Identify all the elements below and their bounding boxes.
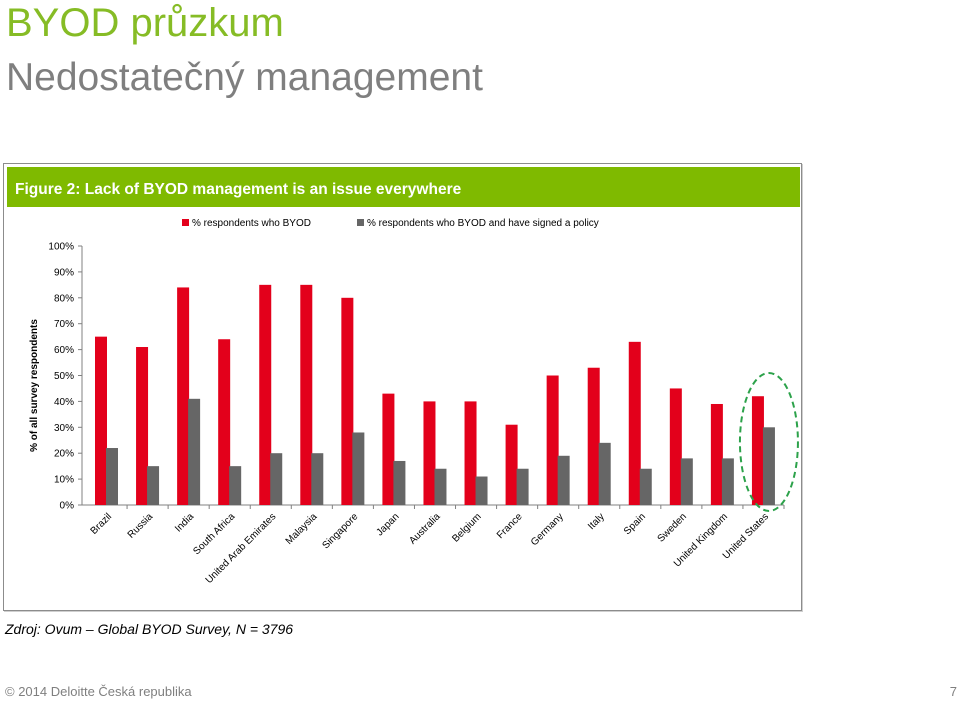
x-tick-label: Germany	[529, 511, 566, 548]
bar-byod	[423, 401, 436, 505]
x-tick-label: Japan	[374, 511, 401, 538]
bar-policy	[516, 468, 529, 505]
legend-swatch-2	[357, 219, 364, 226]
y-axis-title: % of all survey respondents	[29, 319, 40, 452]
x-tick-label: Sweden	[656, 511, 689, 544]
bar-byod	[259, 284, 272, 505]
x-tick-label: Belgium	[450, 511, 483, 544]
x-tick-label: Italy	[586, 511, 607, 532]
highlight-ellipse	[738, 372, 799, 512]
figure-title: Figure 2: Lack of BYOD management is an …	[15, 181, 462, 198]
source-note: Zdroj: Ovum – Global BYOD Survey, N = 37…	[5, 621, 294, 637]
x-tick-label: Singapore	[320, 511, 360, 551]
bar-policy	[229, 466, 242, 505]
bar-policy	[475, 476, 488, 505]
y-tick-label: 20%	[54, 449, 74, 460]
y-tick-label: 80%	[54, 293, 74, 304]
bar-byod	[218, 339, 231, 505]
bar-byod	[546, 375, 559, 505]
bar-policy	[270, 453, 283, 505]
x-tick-label: United Arab Emirates	[204, 511, 279, 586]
y-tick-label: 10%	[54, 475, 74, 486]
bar-policy	[434, 468, 447, 505]
y-tick-label: 90%	[54, 267, 74, 278]
bar-byod	[95, 336, 107, 505]
bar-byod	[751, 396, 764, 505]
y-tick-label: 40%	[54, 397, 74, 408]
bar-byod	[382, 393, 395, 505]
bar-chart: 0% 10% 20% 30% 40% 50% 60% 70% 80% 90% 100% % of al…	[29, 218, 799, 586]
y-tick-label: 60%	[54, 345, 74, 356]
bar-byod	[464, 401, 477, 505]
legend-swatch-1	[182, 219, 189, 226]
bar-policy	[311, 453, 324, 505]
legend-label-2: % respondents who BYOD and have signed a…	[367, 218, 599, 229]
bar-policy	[106, 448, 118, 505]
page-number: 7	[949, 684, 957, 699]
bar-policy	[721, 458, 734, 505]
slide-title: BYOD průzkum	[6, 1, 284, 45]
bar-byod	[341, 297, 354, 505]
x-tick-label: Spain	[622, 511, 648, 537]
bar-policy	[762, 427, 775, 505]
legend-label-1: % respondents who BYOD	[192, 218, 311, 229]
x-tick-label: Brazil	[89, 511, 114, 536]
bar-policy	[639, 468, 652, 505]
bar-policy	[352, 432, 365, 505]
x-tick-label: Australia	[407, 511, 443, 547]
bar-byod	[505, 424, 518, 505]
y-tick-label: 0%	[60, 501, 75, 512]
footer-copyright: © 2014 Deloitte Česká republika	[5, 684, 192, 699]
bar-policy	[393, 460, 406, 505]
x-tick-label: India	[173, 511, 196, 534]
bar-byod	[628, 341, 641, 505]
figure-header: Figure 2: Lack of BYOD management is an …	[7, 167, 800, 207]
slide-subtitle: Nedostatečný management	[6, 56, 483, 99]
bar-policy	[557, 455, 570, 505]
bar-policy	[598, 442, 611, 505]
bar-byod	[177, 287, 190, 505]
bar-policy	[680, 458, 693, 505]
bar-byod	[300, 284, 313, 505]
y-tick-label: 30%	[54, 423, 74, 434]
bar-policy	[188, 398, 201, 505]
x-tick-label: Malaysia	[284, 511, 320, 547]
figure-frame: Figure 2: Lack of BYOD management is an …	[3, 163, 802, 611]
bar-byod	[587, 367, 600, 505]
bar-byod	[710, 403, 723, 505]
y-tick-label: 100%	[48, 242, 74, 253]
y-tick-label: 50%	[54, 371, 74, 382]
bar-policy	[147, 466, 160, 505]
x-tick-label: Russia	[126, 511, 156, 541]
bar-byod	[669, 388, 682, 505]
y-tick-label: 70%	[54, 319, 74, 330]
x-tick-label: France	[495, 511, 525, 541]
bar-byod	[136, 347, 149, 505]
